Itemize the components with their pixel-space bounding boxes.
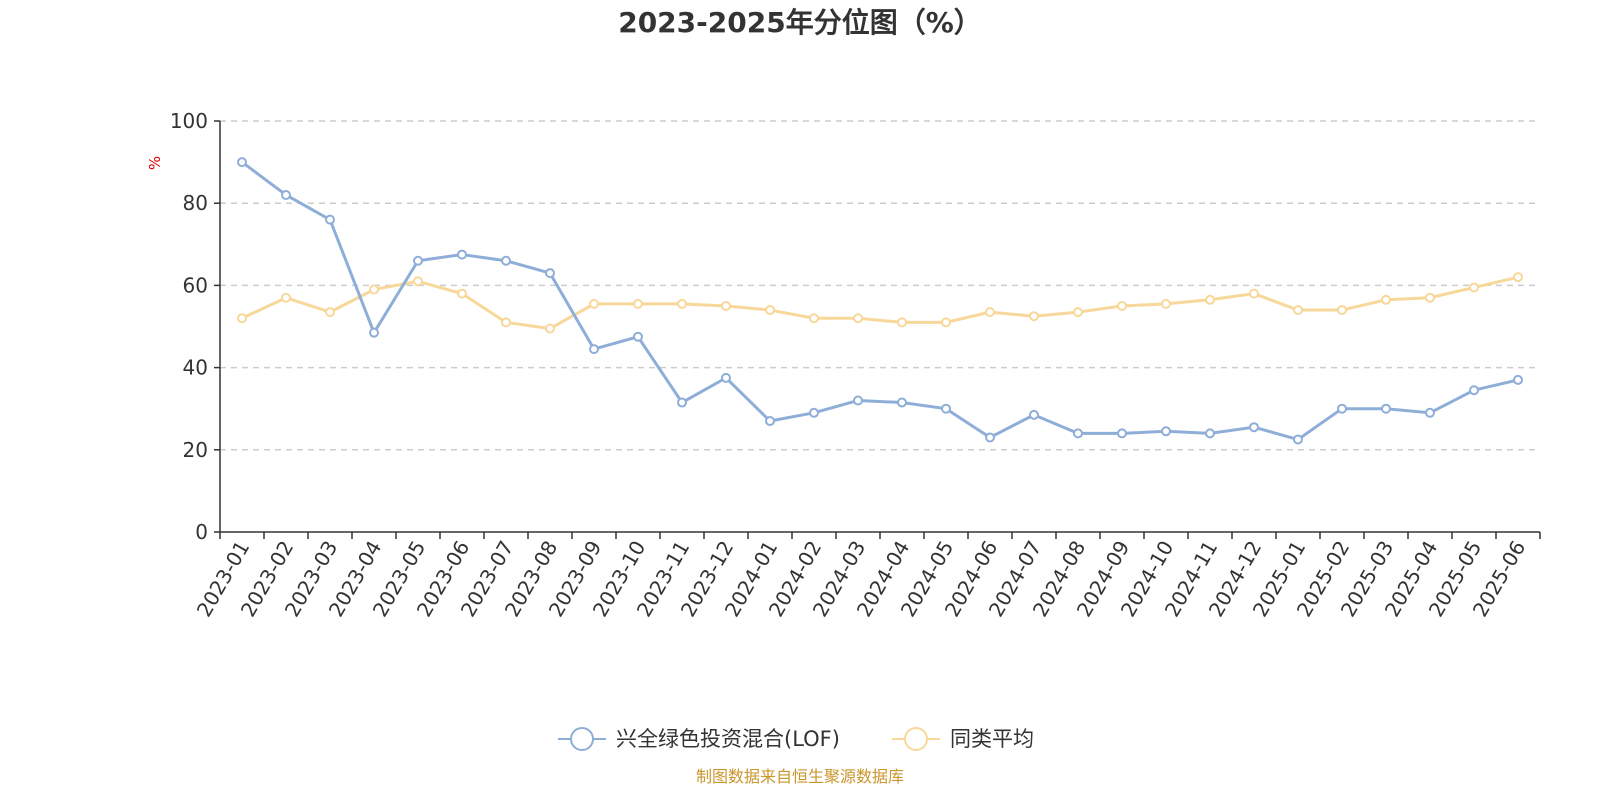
data-point [633,298,643,309]
data-point [1117,300,1127,311]
data-point [1073,428,1083,439]
data-point [237,157,247,168]
data-point [501,255,511,266]
data-point [1381,294,1391,305]
data-point [633,331,643,342]
data-point [941,403,951,414]
data-point [809,407,819,418]
data-point [369,284,379,295]
legend-label: 兴全绿色投资混合(LOF) [616,727,840,751]
y-tick-label: 20 [183,438,208,462]
y-tick-label: 60 [183,273,208,297]
data-point [1161,298,1171,309]
data-point [1073,307,1083,318]
data-point [457,249,467,260]
data-point [1029,409,1039,420]
data-point [1337,305,1347,316]
data-point [765,305,775,316]
data-point [589,298,599,309]
y-tick-labels: 0 20 40 60 80 100 [170,109,208,544]
data-point [897,317,907,328]
data-point [1425,407,1435,418]
legend-marker-icon [904,727,928,751]
series-line [241,275,1519,331]
data-point [545,323,555,334]
data-point [1205,428,1215,439]
data-point [941,317,951,328]
data-point [853,313,863,324]
data-point [765,416,775,427]
data-point [589,344,599,355]
data-point [677,298,687,309]
series-group [237,157,1523,445]
data-point [1337,403,1347,414]
data-point [1205,294,1215,305]
data-point [1249,422,1259,433]
data-point [237,313,247,324]
legend: 兴全绿色投资混合(LOF) 同类平均 [558,727,1034,751]
series-1 [237,272,1523,334]
data-point [457,288,467,299]
data-point [281,292,291,303]
y-tick-label: 100 [170,109,208,133]
axes [214,120,1541,539]
series-line [241,160,1519,442]
data-point [1425,292,1435,303]
data-point [853,395,863,406]
data-point [677,397,687,408]
legend-item-0[interactable]: 兴全绿色投资混合(LOF) [558,727,840,751]
y-tick-label: 40 [183,356,208,380]
legend-marker-icon [570,727,594,751]
data-point [413,276,423,287]
legend-label: 同类平均 [950,727,1034,751]
data-point [1293,305,1303,316]
data-point [985,307,995,318]
y-axis-label: % [146,156,164,170]
data-point [369,327,379,338]
data-point [1381,403,1391,414]
data-point [985,432,995,443]
data-point [545,268,555,279]
y-tick-label: 80 [183,191,208,215]
data-point [897,397,907,408]
data-point [1513,272,1523,283]
data-point [1029,311,1039,322]
y-tick-label: 0 [195,520,208,544]
data-point [721,300,731,311]
data-point [325,214,335,225]
data-point [1469,282,1479,293]
data-point [1293,434,1303,445]
grid-lines [220,120,1540,451]
series-0 [237,157,1523,445]
data-point [721,372,731,383]
data-point [1513,374,1523,385]
legend-item-1[interactable]: 同类平均 [892,727,1034,751]
data-point [809,313,819,324]
data-point [281,189,291,200]
data-point [1161,426,1171,437]
source-note: 制图数据来自恒生聚源数据库 [696,767,904,786]
data-point [501,317,511,328]
data-point [413,255,423,266]
data-point [325,307,335,318]
data-point [1249,288,1259,299]
data-point [1117,428,1127,439]
x-tick-labels: 2023-012023-022023-032023-042023-052023-… [192,537,1531,621]
chart-title: 2023-2025年分位图（%） [618,6,982,39]
data-point [1469,385,1479,396]
